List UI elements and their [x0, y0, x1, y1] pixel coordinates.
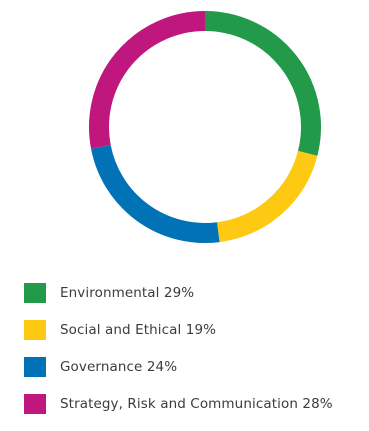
legend-label-environmental: Environmental 29% [60, 285, 195, 301]
legend-item-social-and-ethical: Social and Ethical 19% [24, 320, 333, 340]
legend-item-strategy-risk-communication: Strategy, Risk and Communication 28% [24, 394, 333, 414]
legend-item-environmental: Environmental 29% [24, 283, 333, 303]
donut-segment-social-and-ethical [216, 150, 318, 243]
donut-chart-svg [89, 11, 321, 243]
legend-label-strategy-risk-communication: Strategy, Risk and Communication 28% [60, 396, 333, 412]
legend-swatch-environmental [24, 283, 46, 303]
legend-label-governance: Governance 24% [60, 359, 178, 375]
chart-legend: Environmental 29% Social and Ethical 19%… [24, 283, 333, 431]
donut-chart [89, 11, 321, 243]
legend-swatch-governance [24, 357, 46, 377]
legend-swatch-social-and-ethical [24, 320, 46, 340]
legend-item-governance: Governance 24% [24, 357, 333, 377]
legend-label-social-and-ethical: Social and Ethical 19% [60, 322, 217, 338]
donut-segment-strategy-risk-communication [89, 11, 206, 149]
donut-segment-governance [91, 144, 220, 243]
donut-segment-environmental [204, 11, 321, 156]
legend-swatch-strategy-risk-communication [24, 394, 46, 414]
